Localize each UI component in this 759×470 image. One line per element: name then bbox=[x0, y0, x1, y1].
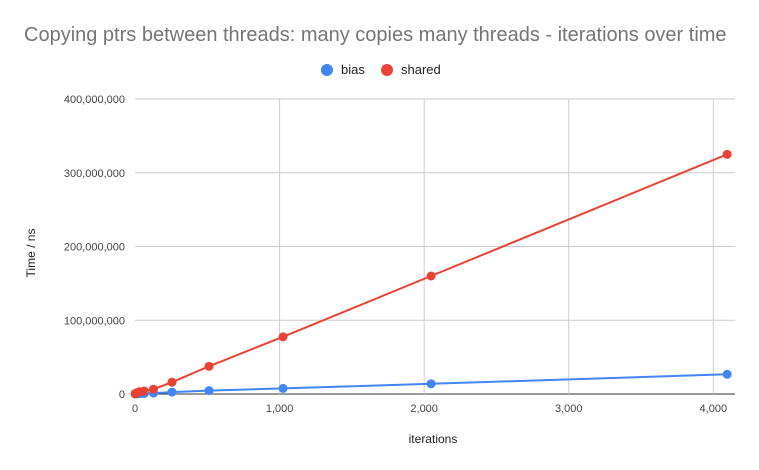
legend-marker-bias bbox=[321, 63, 333, 76]
data-point-shared[interactable] bbox=[167, 377, 177, 387]
data-point-bias[interactable] bbox=[722, 369, 732, 379]
y-axis-ticks: 0 100,000,000 200,000,000 300,000,000 400,00… bbox=[64, 94, 125, 401]
y-axis-title: Time / ns bbox=[24, 229, 38, 278]
legend: bias shared bbox=[0, 62, 759, 82]
data-point-shared[interactable] bbox=[149, 384, 159, 394]
data-point-bias[interactable] bbox=[278, 383, 288, 393]
legend-label-shared: shared bbox=[401, 62, 441, 77]
data-point-shared[interactable] bbox=[426, 271, 436, 281]
legend-marker-shared bbox=[381, 63, 393, 76]
y-tick-label: 400,000,000 bbox=[64, 94, 125, 106]
x-tick-label: 1,000 bbox=[266, 403, 294, 415]
x-tick-label: 0 bbox=[132, 403, 138, 415]
data-point-bias[interactable] bbox=[426, 379, 436, 389]
data-point-shared[interactable] bbox=[278, 332, 288, 342]
legend-item-shared[interactable]: shared bbox=[381, 62, 441, 77]
series-points bbox=[130, 149, 732, 399]
y-tick-label: 300,000,000 bbox=[64, 168, 125, 180]
x-tick-label: 4,000 bbox=[700, 403, 728, 415]
y-tick-label: 200,000,000 bbox=[64, 242, 125, 254]
data-point-bias[interactable] bbox=[204, 386, 214, 396]
data-point-shared[interactable] bbox=[722, 149, 732, 159]
y-tick-label: 0 bbox=[119, 389, 125, 401]
data-point-shared[interactable] bbox=[204, 361, 214, 371]
x-axis-title: iterations bbox=[409, 432, 458, 446]
y-tick-label: 100,000,000 bbox=[64, 315, 125, 327]
x-axis-ticks: 0 1,000 2,000 3,000 4,000 bbox=[132, 403, 727, 415]
legend-item-bias[interactable]: bias bbox=[321, 62, 365, 77]
data-point-bias[interactable] bbox=[167, 387, 177, 397]
chart-title: Copying ptrs between threads: many copie… bbox=[24, 24, 727, 46]
gridlines bbox=[135, 98, 735, 395]
x-tick-label: 2,000 bbox=[410, 403, 438, 415]
x-tick-label: 3,000 bbox=[555, 403, 583, 415]
data-point-shared[interactable] bbox=[139, 386, 149, 396]
legend-label-bias: bias bbox=[341, 62, 365, 77]
